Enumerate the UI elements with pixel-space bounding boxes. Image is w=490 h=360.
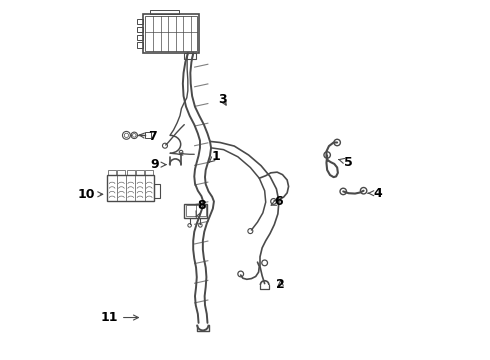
Text: 7: 7 [139,130,157,143]
Bar [137,19,143,24]
Text: 10: 10 [77,188,103,201]
Text: 5: 5 [339,156,353,168]
Text: 1: 1 [209,149,220,163]
Bar [143,14,198,53]
Text: 4: 4 [368,187,383,200]
Bar [145,132,151,138]
Text: 9: 9 [150,158,166,171]
Text: 2: 2 [276,278,285,291]
Text: 8: 8 [196,198,206,217]
Bar [186,205,206,216]
Bar [137,27,143,32]
Bar [145,16,197,51]
Bar [108,170,116,175]
Bar [136,170,144,175]
Bar [184,53,196,59]
Bar [137,35,143,40]
Bar [118,170,125,175]
Bar [184,204,207,217]
Text: 6: 6 [271,195,283,208]
Bar [146,170,153,175]
Text: 3: 3 [219,93,227,106]
Bar [107,175,154,202]
Bar [150,10,179,14]
Text: 11: 11 [100,311,139,324]
Bar [137,42,143,48]
Bar [154,184,160,198]
Bar [127,170,135,175]
